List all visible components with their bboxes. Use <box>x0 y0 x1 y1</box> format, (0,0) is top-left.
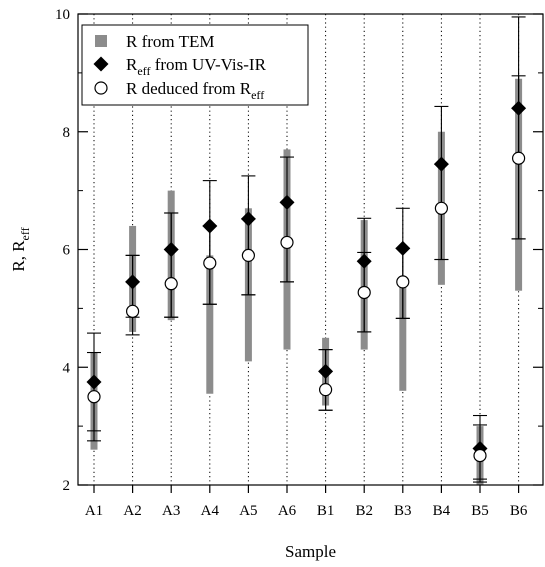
rdeduced-marker-B4 <box>434 201 448 215</box>
tem-bars-layer <box>90 78 523 485</box>
rdeduced-marker-A6 <box>280 235 294 250</box>
legend-entry-rdeduced: R deduced from Reff <box>94 79 264 102</box>
legend: R from TEM Reff from UV-Vis-IR R deduced… <box>81 24 309 106</box>
tem-bar-A4 <box>206 255 214 394</box>
legend-box <box>81 24 309 106</box>
reff-marker-A6 <box>279 194 295 210</box>
x-tick-label-B2: B2 <box>355 503 373 519</box>
reff-marker-B2 <box>356 253 372 269</box>
reff-marker-A5 <box>240 211 256 227</box>
legend-marker-rdeduced <box>94 81 108 95</box>
legend-text-rdeduced: R deduced from Reff <box>126 79 264 102</box>
x-axis-label: Sample <box>285 542 336 561</box>
y-tick-label-10: 10 <box>55 7 70 23</box>
x-tick-label-B3: B3 <box>394 503 412 519</box>
x-tick-label-A3: A3 <box>162 503 180 519</box>
reff-marker-A4 <box>202 218 218 234</box>
reff-marker-A3 <box>163 242 179 257</box>
x-tick-label-A1: A1 <box>85 503 103 519</box>
reff-marker-A2 <box>125 274 141 290</box>
reff-marker-B1 <box>318 363 334 379</box>
y-tick-label-2: 2 <box>63 478 71 494</box>
x-tick-label-A4: A4 <box>201 503 220 519</box>
reff-marker-B3 <box>395 240 411 256</box>
x-tick-label-A6: A6 <box>278 503 297 519</box>
legend-entry-reff: Reff from UV-Vis-IR <box>93 55 267 78</box>
rdeduced-marker-A5 <box>241 248 255 262</box>
x-tick-label-B4: B4 <box>433 503 451 519</box>
rdeduced-marker-A4 <box>203 256 217 270</box>
rdeduced-marker-B2 <box>357 285 371 300</box>
legend-text-reff: Reff from UV-Vis-IR <box>126 55 267 78</box>
legend-entry-tem: R from TEM <box>95 32 214 51</box>
x-tick-label-B6: B6 <box>510 503 528 519</box>
reff-marker-B6 <box>511 100 527 116</box>
x-tick-label-B1: B1 <box>317 503 335 519</box>
x-tick-label-A5: A5 <box>239 503 257 519</box>
y-axis-label: R, Reff <box>9 227 32 271</box>
rdeduced-marker-A1 <box>87 390 101 404</box>
tem-bar-B3 <box>399 284 407 391</box>
rdeduced-marker-A2 <box>126 304 140 318</box>
reff-marker-B4 <box>433 156 449 172</box>
rdeduced-marker-B5 <box>473 448 487 463</box>
error-bars-layer <box>87 16 526 483</box>
y-tick-label-6: 6 <box>63 243 71 259</box>
legend-text-tem: R from TEM <box>126 32 214 51</box>
legend-marker-reff <box>93 56 109 72</box>
markers-layer <box>86 100 527 463</box>
x-tick-label-A2: A2 <box>123 503 141 519</box>
rdeduced-marker-B1 <box>319 383 333 397</box>
rdeduced-marker-B3 <box>396 275 410 289</box>
x-tick-label-B5: B5 <box>471 503 489 519</box>
axis-layer: A1 A2 A3 A4 A5 A6 B1 B2 B3 B4 B5 B6 2 4 6 8 10 <box>55 7 543 519</box>
y-tick-label-8: 8 <box>63 125 71 141</box>
y-tick-label-4: 4 <box>63 360 71 376</box>
reff-marker-A1 <box>86 374 102 390</box>
rdeduced-marker-B6 <box>511 151 526 165</box>
legend-marker-tem <box>95 35 107 47</box>
rdeduced-marker-A3 <box>164 277 178 291</box>
